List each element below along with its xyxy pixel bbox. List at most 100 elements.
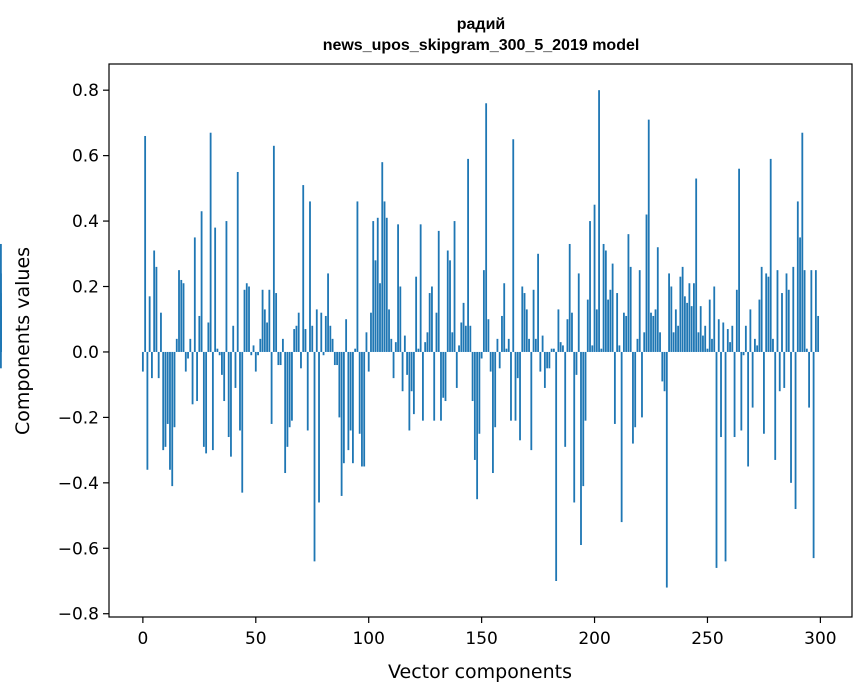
bar [367, 351, 370, 372]
bar [693, 283, 695, 352]
bar [636, 338, 639, 352]
bar [616, 293, 619, 352]
bar [704, 325, 707, 352]
bar [166, 351, 169, 424]
bar [275, 293, 278, 352]
bar [153, 250, 156, 352]
bar [0, 351, 2, 369]
bar [390, 338, 393, 352]
bar [794, 351, 797, 510]
bar [270, 351, 273, 424]
x-tick-label: 0 [137, 629, 148, 649]
bar [808, 351, 810, 408]
bar [173, 351, 176, 428]
bar [141, 351, 144, 372]
y-tick-label: 0.6 [72, 147, 99, 167]
bar [211, 351, 214, 451]
bar [227, 351, 230, 438]
bar [397, 224, 399, 352]
bar [187, 351, 189, 359]
bar [191, 351, 194, 405]
bar [281, 338, 284, 352]
bar [440, 351, 442, 421]
bar [724, 351, 727, 562]
y-tick-label: 0.0 [72, 343, 99, 363]
bar [230, 351, 232, 457]
bar [336, 351, 338, 366]
bar [431, 286, 433, 352]
bar [284, 351, 287, 474]
bar [577, 273, 580, 352]
bar [550, 348, 553, 352]
bar [331, 338, 334, 352]
bar [435, 312, 438, 352]
bar [234, 351, 237, 388]
bar [566, 319, 569, 352]
bar [722, 322, 725, 352]
bar [681, 266, 684, 352]
bar [602, 243, 605, 352]
bar [799, 237, 801, 352]
bar [505, 348, 508, 352]
bar [539, 351, 542, 372]
bar [803, 270, 806, 352]
bar [365, 332, 368, 352]
bar [288, 351, 291, 428]
y-tick-label: 0.2 [72, 278, 99, 298]
bar [329, 325, 332, 352]
bar [469, 325, 472, 352]
bar [478, 351, 481, 434]
bar [611, 263, 614, 352]
bar [372, 221, 375, 352]
bar [629, 266, 632, 352]
bar [444, 351, 447, 402]
bar [559, 342, 562, 352]
bar [650, 312, 652, 352]
bar [182, 283, 185, 352]
bar [763, 351, 765, 434]
bar [223, 351, 226, 402]
bar [449, 260, 451, 352]
bar [214, 227, 217, 352]
bar [580, 351, 582, 546]
bar [740, 351, 743, 431]
bar [424, 342, 427, 352]
x-tick-label: 50 [245, 629, 267, 649]
bar [327, 273, 329, 352]
bar [322, 351, 325, 356]
bar [216, 348, 219, 352]
bar [202, 351, 205, 447]
bar [318, 351, 320, 503]
bar [501, 315, 503, 352]
bar [207, 322, 210, 352]
bar [498, 351, 501, 369]
bar [245, 283, 248, 352]
bar [471, 351, 474, 402]
bar [546, 351, 549, 369]
bar [625, 315, 628, 352]
bar [776, 270, 779, 352]
bar [146, 351, 149, 470]
bar [218, 351, 221, 356]
bar [654, 309, 657, 352]
bar [663, 351, 666, 392]
bar [455, 351, 458, 388]
bar [801, 132, 804, 352]
bar [783, 351, 786, 388]
bar [790, 351, 792, 483]
bar [155, 266, 158, 352]
bar [376, 217, 379, 352]
bar [507, 338, 510, 352]
bar [0, 273, 2, 352]
bar [379, 283, 381, 352]
bar [236, 171, 239, 352]
bar [193, 237, 196, 352]
bar [810, 270, 813, 352]
bar [304, 329, 307, 352]
bar [627, 234, 630, 352]
bar [805, 348, 808, 352]
bar [514, 351, 517, 421]
bar [519, 351, 521, 441]
bar [243, 289, 246, 352]
y-tick-label: −0.6 [58, 539, 99, 559]
